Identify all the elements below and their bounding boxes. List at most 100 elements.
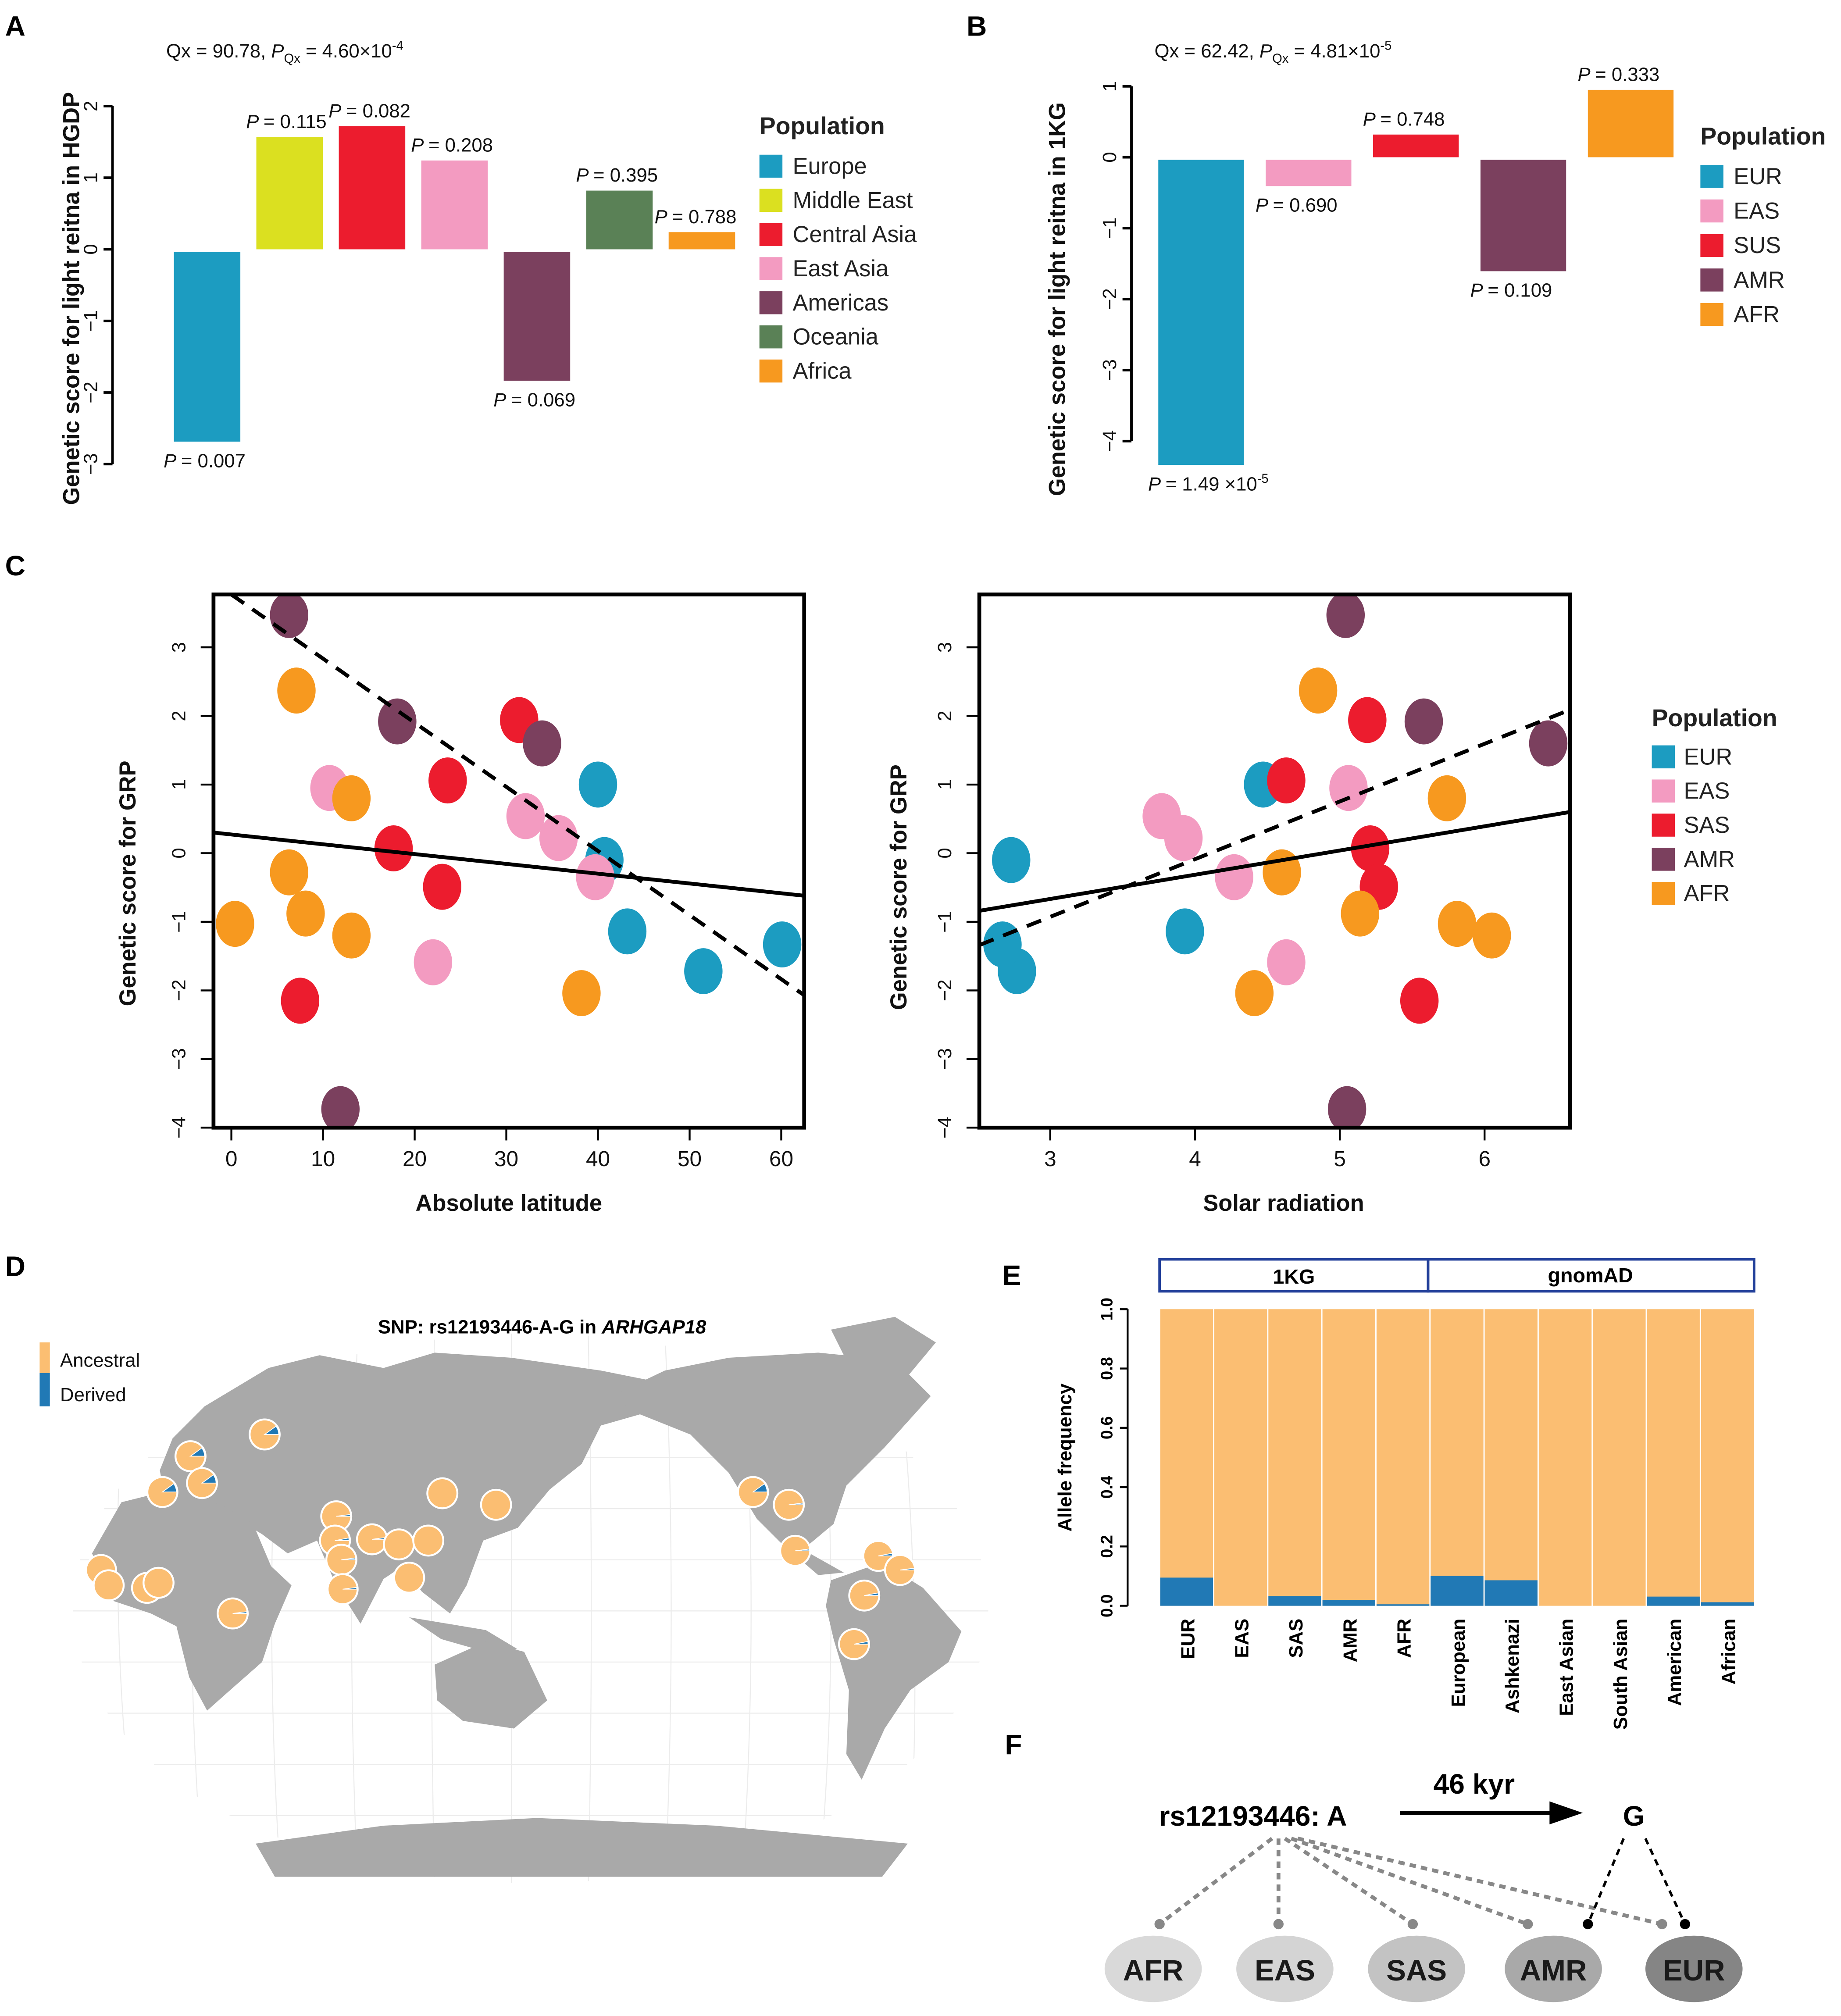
p-value-label: P = 1.49 ×10-5 xyxy=(1148,472,1269,495)
legend-swatch xyxy=(759,359,783,383)
point-sas xyxy=(428,757,467,804)
pie-ancestral xyxy=(144,1569,173,1597)
panel-label-b: B xyxy=(967,11,987,42)
mutation-age: 46 kyr xyxy=(1434,1768,1515,1800)
map-title: SNP: rs12193446-A-G in ARHGAP18 xyxy=(378,1317,706,1338)
legend-swatch xyxy=(759,257,783,280)
pie-derived xyxy=(878,1552,893,1556)
legend-item: AFR xyxy=(1734,302,1780,328)
pie-ancestral xyxy=(94,1571,123,1600)
ancestral-allele: rs12193446: A xyxy=(1159,1800,1347,1832)
x-tick-label: Ashkenazi xyxy=(1502,1619,1523,1713)
legend-item: EAS xyxy=(1734,199,1780,224)
dashed-arrow-ancestral xyxy=(1284,1837,1414,1926)
point-sas xyxy=(374,825,413,871)
legend-swatch xyxy=(759,291,783,314)
pie-derived xyxy=(900,1567,915,1570)
legend-ancestral: Ancestral xyxy=(60,1349,140,1371)
p-value-label: P = 0.007 xyxy=(164,450,246,471)
point-eas xyxy=(1215,854,1253,900)
regression-line-solid xyxy=(979,810,1570,913)
x-tick-label: 5 xyxy=(1334,1146,1346,1171)
regression-line-solid xyxy=(213,831,804,898)
landmass-antarctica xyxy=(256,1818,908,1877)
point-amr xyxy=(1327,1086,1366,1128)
bar-ancestral xyxy=(1593,1309,1646,1606)
legend-swatch xyxy=(1652,745,1675,769)
bar-derived xyxy=(1431,1576,1484,1606)
point-eur xyxy=(1166,908,1204,955)
point-eas xyxy=(1164,815,1203,861)
y-tick-label: −4 xyxy=(1099,430,1120,452)
y-tick-label: 2 xyxy=(168,710,190,721)
x-tick-label: AFR xyxy=(1394,1619,1415,1658)
point-afr xyxy=(1427,775,1466,821)
y-tick-label: 0 xyxy=(1099,152,1120,162)
arrow-head-icon xyxy=(1680,1919,1691,1930)
population-label: EAS xyxy=(1255,1954,1315,1987)
panel-a-ylabel: Genetic score for light reitna in HGDP xyxy=(59,92,85,505)
panel-c-left-ylabel: Genetic score for GRP xyxy=(115,760,141,1006)
x-tick-label: European xyxy=(1448,1619,1469,1707)
panel-b-chart: −4 −3 −2 −1 0 1 P = 1.49 ×10-5 EUR P = 0.690 EAS P… xyxy=(1099,64,1785,495)
landmass-south-america xyxy=(826,1562,962,1780)
point-afr xyxy=(1341,890,1380,937)
bar-middle-east xyxy=(256,137,323,250)
legend-swatch xyxy=(1652,848,1675,871)
p-value-label: P = 0.690 xyxy=(1256,195,1338,216)
panel-label-d: D xyxy=(5,1250,25,1282)
bar-ancestral xyxy=(1484,1309,1538,1606)
legend-item: SUS xyxy=(1734,233,1781,258)
y-tick-label: −4 xyxy=(934,1117,956,1138)
x-tick-label: East Asian xyxy=(1556,1619,1577,1716)
point-eas xyxy=(1267,939,1306,985)
pie-ancestral xyxy=(395,1563,423,1592)
population-label: AFR xyxy=(1123,1954,1184,1987)
bar-africa xyxy=(668,232,735,250)
legend-item: EAS xyxy=(1684,778,1730,804)
panel-label-a: A xyxy=(5,11,25,42)
legend-item: AFR xyxy=(1684,881,1730,906)
population-node-amr xyxy=(1505,1935,1602,2002)
pie-derived xyxy=(200,1474,217,1484)
x-tick-label: 3 xyxy=(1044,1146,1056,1171)
point-sas xyxy=(1267,757,1306,804)
dashed-arrow-ancestral xyxy=(1290,1837,1529,1926)
legend-swatch xyxy=(1700,268,1723,292)
bar-amr xyxy=(1480,160,1566,271)
point-sas xyxy=(1351,825,1390,871)
arrow-head-icon xyxy=(1583,1919,1593,1930)
y-tick-label: 0.2 xyxy=(1098,1535,1116,1558)
pie-derived xyxy=(864,1592,879,1596)
bar-derived xyxy=(1322,1600,1375,1606)
y-tick-label: −3 xyxy=(80,453,102,475)
regression-line-dashed xyxy=(979,708,1570,947)
bar-ancestral xyxy=(1538,1309,1592,1606)
group-label-gnomad: gnomAD xyxy=(1548,1264,1633,1287)
y-tick-label: 1 xyxy=(934,779,956,790)
p-value-label: P = 0.748 xyxy=(1363,108,1445,130)
bar-ancestral xyxy=(1701,1309,1754,1606)
y-tick-label: −2 xyxy=(168,979,190,1001)
bar-central-asia xyxy=(339,126,406,250)
y-tick-label: 2 xyxy=(80,101,102,111)
plot-frame xyxy=(977,592,1572,1130)
x-tick-label: AMR xyxy=(1339,1619,1361,1663)
point-eas xyxy=(506,793,545,839)
arrow-head-icon xyxy=(1273,1919,1284,1930)
point-eas xyxy=(414,939,453,985)
legend-item: East Asia xyxy=(792,256,889,282)
y-tick-label: 3 xyxy=(934,642,956,653)
y-tick-label: −2 xyxy=(1099,288,1120,310)
bar-americas xyxy=(503,252,571,381)
panel-a-stat: Qx = 90.78, PQx = 4.60×10-4 xyxy=(166,39,403,66)
legend-swatch xyxy=(759,325,783,349)
point-afr xyxy=(286,890,325,937)
pie-derived xyxy=(854,1641,869,1645)
landmass-australia xyxy=(435,1641,547,1729)
point-afr xyxy=(1438,901,1477,947)
point-sas xyxy=(1348,697,1387,743)
legend-swatch xyxy=(1700,199,1723,223)
legend-swatch xyxy=(1700,165,1723,188)
continents xyxy=(92,1317,962,1877)
